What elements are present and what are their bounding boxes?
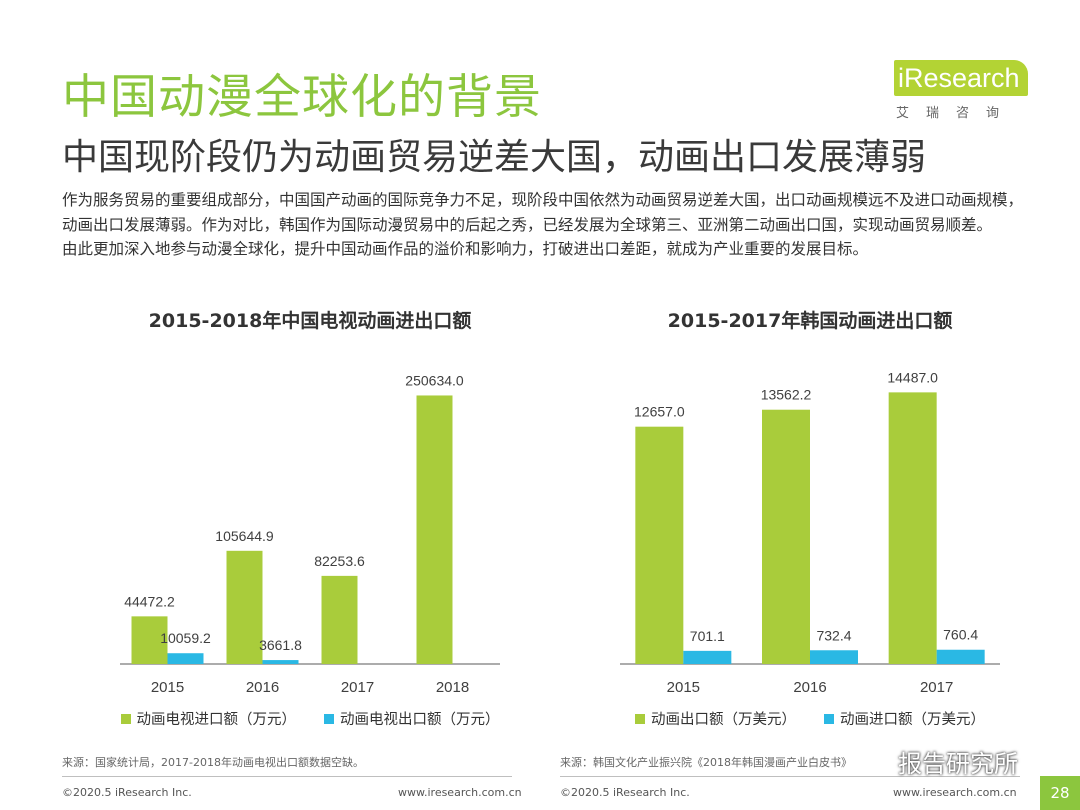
data-label: 250634.0 xyxy=(405,372,464,388)
footer-url-right: www.iresearch.com.cn xyxy=(893,786,1017,799)
data-label: 3661.8 xyxy=(259,637,302,653)
source-note-right: 来源：韩国文化产业振兴院《2018年韩国漫画产业白皮书》 xyxy=(560,756,852,769)
china-chart: 2015-2018年中国电视动画进出口额 44472.2 10059.2 2015 1… xyxy=(100,300,520,740)
wechat-icon xyxy=(862,749,891,772)
bar-0-2015 xyxy=(635,426,684,664)
bar-1-2015 xyxy=(167,653,204,664)
page-subtitle: 中国现阶段仍为动画贸易逆差大国，动画出口发展薄弱 xyxy=(62,137,927,178)
korea-chart: 2015-2017年韩国动画进出口额 12657.0 701.1 2015 13562… xyxy=(600,300,1020,740)
source-note-left: 来源：国家统计局，2017-2018年动画电视出口额数据空缺。 xyxy=(62,756,364,769)
chart-legend: 动画出口额（万美元） 动画进口额（万美元） xyxy=(600,708,1020,729)
legend-swatch xyxy=(324,713,334,724)
data-label: 12657.0 xyxy=(634,404,685,420)
korea-chart-plot: 12657.0 701.1 2015 13562.2 732.4 2016 14487.0 7… xyxy=(620,369,1000,696)
legend-label: 动画出口额（万美元） xyxy=(651,712,796,728)
body-paragraph-1: 作为服务贸易的重要组成部分，中国国产动画的国际竞争力不足，现阶段中国依然为动画贸… xyxy=(62,191,1024,234)
iresearch-logo: iResearch 艾瑞咨询 xyxy=(890,56,1030,124)
data-label: 44472.2 xyxy=(124,593,175,609)
data-label: 82253.6 xyxy=(314,553,365,569)
logo-subtitle: 艾瑞咨询 xyxy=(896,106,1017,121)
page-title: 中国动漫全球化的背景 xyxy=(62,70,542,125)
bar-1-2015 xyxy=(683,650,732,664)
data-label: 10059.2 xyxy=(160,630,211,646)
legend-item: 动画出口额（万美元） xyxy=(635,708,796,729)
x-tick-label: 2018 xyxy=(436,679,469,696)
legend-item: 动画电视进口额（万元） xyxy=(120,708,297,729)
page-number: 28 xyxy=(1040,776,1080,810)
bar-1-2017 xyxy=(936,649,985,664)
x-tick-label: 2017 xyxy=(341,679,374,696)
legend-item: 动画进口额（万美元） xyxy=(824,708,985,729)
x-tick-label: 2016 xyxy=(246,679,279,696)
bar-1-2016 xyxy=(262,660,299,664)
bar-0-2016 xyxy=(762,409,810,664)
x-tick-label: 2017 xyxy=(920,679,953,696)
chart-legend: 动画电视进口额（万元） 动画电视出口额（万元） xyxy=(100,708,520,729)
legend-swatch xyxy=(824,713,834,724)
legend-swatch xyxy=(120,713,131,724)
chart-title: 2015-2018年中国电视动画进出口额 xyxy=(148,310,472,332)
bar-0-2015 xyxy=(131,616,168,664)
bar-0-2016 xyxy=(226,550,263,664)
legend-label: 动画进口额（万美元） xyxy=(840,712,985,728)
china-chart-plot: 44472.2 10059.2 2015 105644.9 3661.8 2016 8225… xyxy=(120,372,500,696)
legend-item: 动画电视出口额（万元） xyxy=(324,708,500,729)
footer-copyright-left: ©2020.5 iResearch Inc. xyxy=(62,786,192,799)
data-label: 14487.0 xyxy=(887,369,938,385)
x-tick-label: 2016 xyxy=(793,679,826,696)
bar-0-2017 xyxy=(888,392,937,664)
body-text: 作为服务贸易的重要组成部分，中国国产动画的国际竞争力不足，现阶段中国依然为动画贸… xyxy=(62,188,1024,262)
footer-divider xyxy=(560,776,1020,777)
bar-0-2018 xyxy=(416,395,453,664)
data-label: 701.1 xyxy=(690,628,725,644)
x-tick-label: 2015 xyxy=(151,679,184,696)
watermark: 报告研究所 xyxy=(862,744,1018,779)
x-tick-label: 2015 xyxy=(667,679,700,696)
logo-wordmark: iResearch xyxy=(894,60,1028,96)
footer-copyright-right: ©2020.5 iResearch Inc. xyxy=(560,786,690,799)
legend-label: 动画电视进口额（万元） xyxy=(136,712,297,728)
footer-url-left: www.iresearch.com.cn xyxy=(398,786,522,799)
data-label: 105644.9 xyxy=(215,528,274,544)
legend-swatch xyxy=(635,713,645,724)
footer-divider xyxy=(62,776,512,777)
bar-1-2016 xyxy=(810,650,858,664)
data-label: 760.4 xyxy=(943,627,978,643)
legend-label: 动画电视出口额（万元） xyxy=(340,712,500,728)
chart-title: 2015-2017年韩国动画进出口额 xyxy=(667,310,953,332)
bar-0-2017 xyxy=(321,575,358,664)
data-label: 732.4 xyxy=(816,627,851,643)
body-paragraph-2: 由此更加深入地参与动漫全球化，提升中国动画作品的溢价和影响力，打破进出口差距，就… xyxy=(62,240,869,258)
data-label: 13562.2 xyxy=(761,387,812,403)
watermark-text: 报告研究所 xyxy=(898,750,1018,778)
